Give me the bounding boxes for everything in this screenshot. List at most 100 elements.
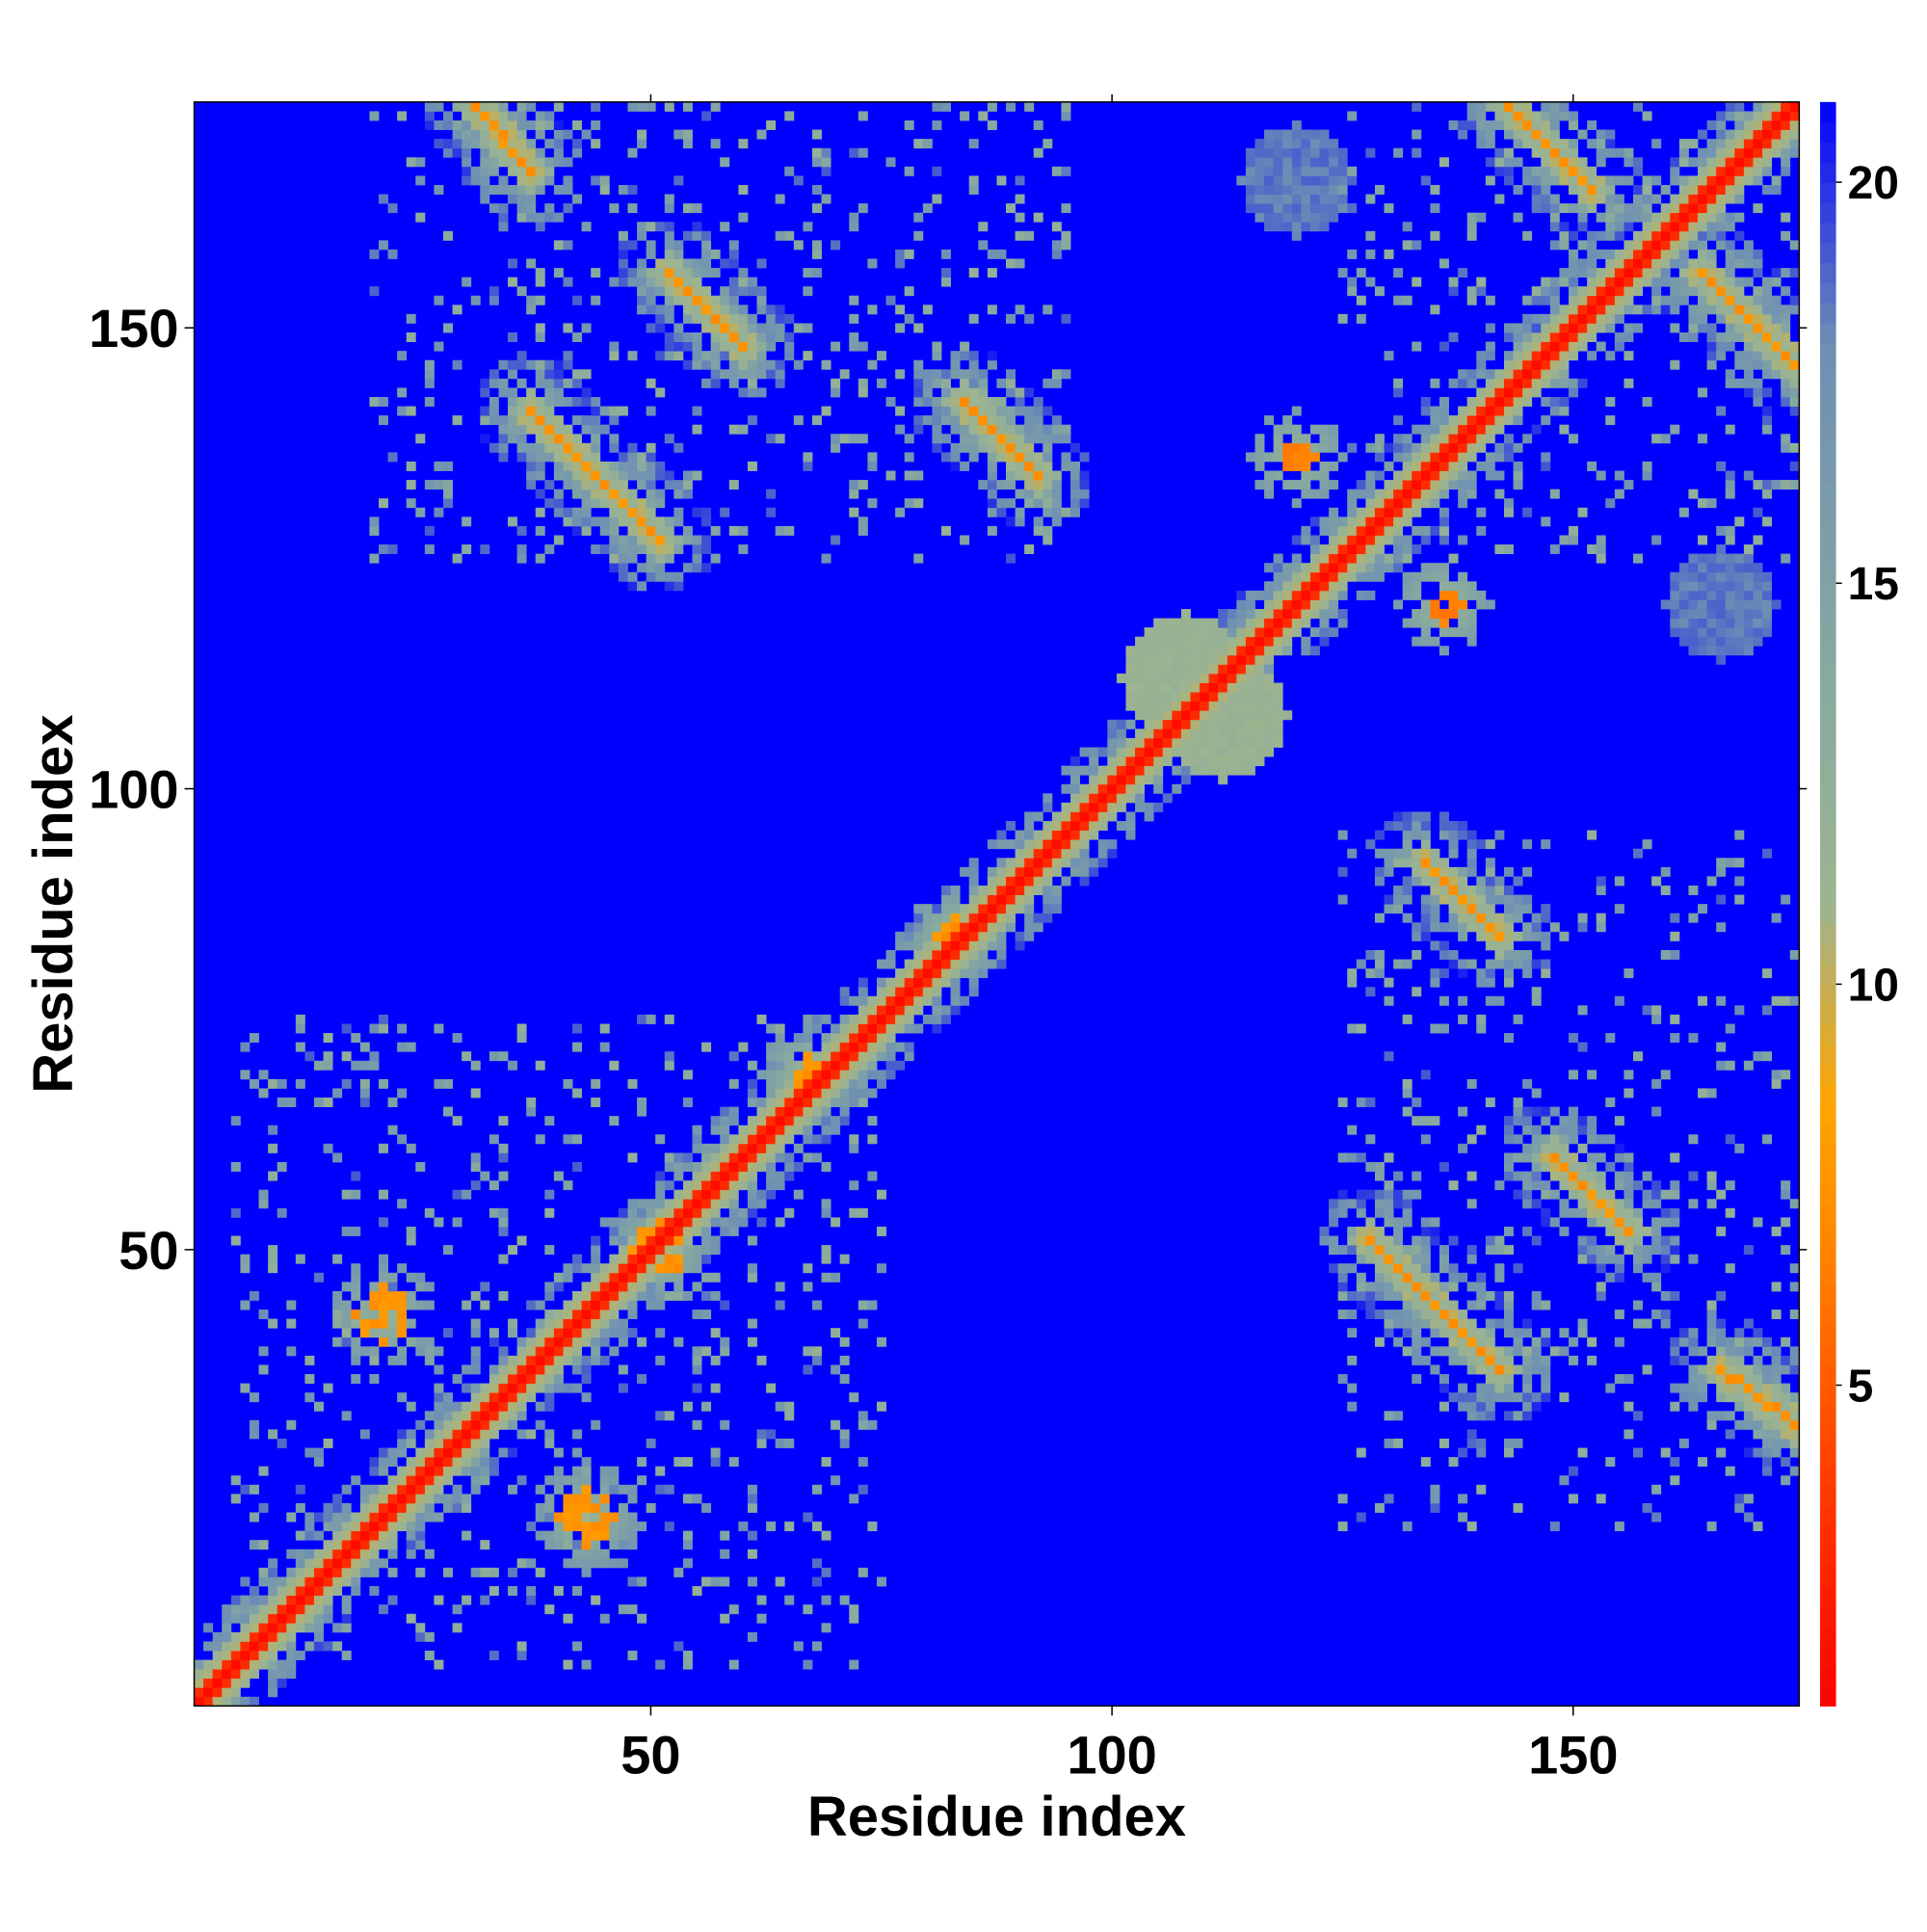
heatmap-cell — [1605, 230, 1616, 241]
heatmap-cell — [277, 1659, 287, 1670]
heatmap-cell — [609, 1226, 620, 1236]
heatmap-cell — [1614, 1143, 1624, 1153]
heatmap-cell — [646, 1282, 656, 1292]
heatmap-cell — [1301, 175, 1311, 186]
heatmap-cell — [1393, 563, 1404, 573]
heatmap-cell — [591, 1318, 601, 1329]
heatmap-cell — [1651, 1484, 1662, 1495]
heatmap-cell — [682, 1401, 693, 1412]
heatmap-cell — [1531, 166, 1542, 176]
heatmap-cell — [885, 157, 896, 168]
heatmap-cell — [313, 1548, 324, 1559]
heatmap-cell — [710, 1189, 721, 1200]
heatmap-cell — [488, 1586, 499, 1597]
heatmap-cell — [1015, 396, 1025, 407]
heatmap-cell — [922, 387, 933, 398]
heatmap-cell — [1153, 654, 1164, 665]
heatmap-cell — [488, 396, 499, 407]
heatmap-cell — [1513, 1152, 1523, 1163]
heatmap-cell — [1633, 203, 1643, 214]
heatmap-cell — [1458, 599, 1468, 610]
heatmap-cell — [508, 120, 517, 130]
heatmap-cell — [553, 1484, 564, 1495]
heatmap-cell — [1236, 719, 1247, 729]
heatmap-cell — [1384, 1318, 1394, 1329]
heatmap-cell — [922, 913, 933, 923]
heatmap-cell — [1061, 811, 1071, 822]
heatmap-cell — [1577, 1005, 1588, 1016]
heatmap-cell — [692, 1171, 702, 1181]
heatmap-cell — [480, 1540, 490, 1550]
heatmap-cell — [1329, 1235, 1339, 1246]
heatmap-cell — [295, 1254, 305, 1264]
heatmap-cell — [1347, 1355, 1358, 1365]
heatmap-cell — [1254, 461, 1265, 471]
heatmap-cell — [1097, 775, 1108, 785]
heatmap-cell — [784, 313, 795, 324]
heatmap-cell — [304, 1604, 315, 1615]
heatmap-cell — [581, 1494, 592, 1504]
heatmap-cell — [1402, 894, 1412, 905]
heatmap-cell — [1051, 470, 1062, 481]
heatmap-cell — [1448, 378, 1459, 388]
heatmap-cell — [1623, 1429, 1634, 1440]
heatmap-cell — [323, 1060, 333, 1071]
heatmap-cell — [406, 1522, 416, 1532]
heatmap-cell — [313, 1530, 324, 1541]
heatmap-cell — [968, 139, 979, 149]
heatmap-cell — [1365, 498, 1376, 509]
heatmap-cell — [1319, 1226, 1330, 1236]
heatmap-cell — [1245, 664, 1255, 675]
heatmap-cell — [766, 341, 777, 352]
heatmap-cell — [876, 959, 886, 969]
heatmap-cell — [1374, 452, 1385, 463]
heatmap-cell — [1420, 1282, 1431, 1292]
heatmap-cell — [1374, 442, 1385, 453]
heatmap-cell — [673, 129, 684, 140]
heatmap-cell — [1291, 166, 1302, 176]
heatmap-cell — [406, 1401, 416, 1412]
heatmap-cell — [978, 886, 989, 895]
heatmap-cell — [498, 101, 509, 112]
heatmap-cell — [1466, 1346, 1477, 1357]
heatmap-cell — [1420, 866, 1431, 877]
heatmap-cell — [637, 1245, 647, 1256]
heatmap-cell — [1577, 184, 1588, 195]
heatmap-cell — [1531, 175, 1542, 186]
heatmap-cell — [766, 313, 777, 324]
heatmap-cell — [508, 157, 517, 168]
heatmap-cell — [637, 516, 647, 527]
heatmap-cell — [535, 470, 545, 481]
heatmap-cell — [637, 1254, 647, 1264]
heatmap-cell — [1531, 959, 1542, 969]
heatmap-cell — [1476, 1272, 1487, 1283]
heatmap-cell — [1282, 203, 1293, 214]
heatmap-cell — [1513, 120, 1523, 130]
heatmap-cell — [646, 442, 656, 453]
heatmap-cell — [1485, 1392, 1495, 1403]
heatmap-cell — [1273, 571, 1283, 582]
heatmap-cell — [1282, 442, 1293, 453]
heatmap-cell — [1458, 876, 1468, 887]
heatmap-cell — [341, 1522, 352, 1532]
heatmap-cell — [784, 1161, 795, 1172]
heatmap-cell — [1254, 203, 1265, 214]
heatmap-cell — [1153, 636, 1164, 647]
heatmap-cell — [379, 1337, 388, 1347]
heatmap-cell — [811, 1576, 822, 1587]
heatmap-cell — [1430, 571, 1440, 582]
heatmap-cell — [775, 304, 785, 315]
heatmap-cell — [756, 1070, 767, 1080]
heatmap-cell — [922, 977, 933, 988]
heatmap-cell — [1043, 498, 1053, 509]
heatmap-cell — [728, 1116, 739, 1126]
heatmap-cell — [599, 1328, 610, 1338]
heatmap-cell — [470, 1419, 481, 1430]
heatmap-cell — [1393, 535, 1404, 545]
heatmap-cell — [1494, 1300, 1505, 1310]
heatmap-cell — [941, 931, 951, 941]
heatmap-cell — [987, 876, 997, 887]
heatmap-cell — [1577, 1042, 1588, 1052]
heatmap-cell — [710, 525, 721, 536]
heatmap-cell — [1236, 737, 1247, 748]
